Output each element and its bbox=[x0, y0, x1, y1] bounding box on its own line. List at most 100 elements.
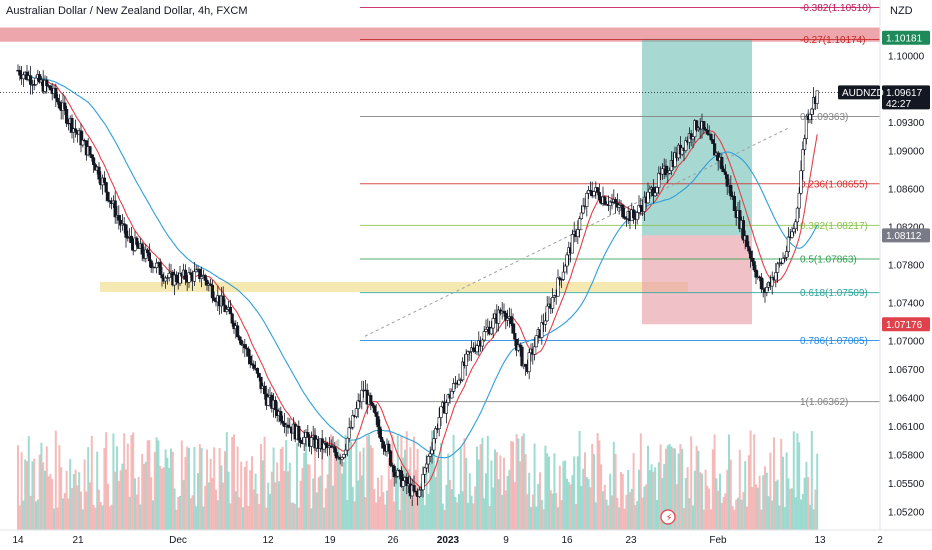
price-tick-label: 1.07400 bbox=[888, 299, 925, 310]
candle-body bbox=[432, 438, 436, 451]
volume-bar bbox=[119, 470, 122, 530]
candle-body bbox=[459, 379, 463, 381]
candle-body bbox=[205, 280, 209, 286]
volume-bar bbox=[251, 456, 253, 530]
volume-bar bbox=[636, 501, 639, 530]
candle-body bbox=[577, 218, 582, 230]
volume-bar bbox=[445, 484, 448, 530]
volume-bar bbox=[315, 492, 318, 530]
volume-bar bbox=[67, 498, 70, 530]
candle-body bbox=[608, 201, 612, 206]
candle-body bbox=[475, 345, 479, 353]
candle-body bbox=[37, 74, 42, 83]
volume-bar bbox=[80, 491, 82, 530]
volume-bar bbox=[479, 444, 482, 530]
candle-body bbox=[793, 221, 798, 230]
candle-body bbox=[752, 261, 756, 271]
volume-bar bbox=[515, 434, 518, 530]
candle-body bbox=[209, 283, 213, 286]
volume-bar bbox=[326, 474, 329, 530]
volume-bar bbox=[794, 497, 797, 530]
volume-bar bbox=[324, 488, 327, 530]
candle-body bbox=[79, 130, 83, 146]
price-tick-label: 1.05200 bbox=[888, 508, 925, 519]
volume-bar bbox=[321, 438, 324, 530]
time-tick-label: 14 bbox=[12, 535, 24, 546]
volume-bar bbox=[566, 478, 568, 530]
volume-bar bbox=[522, 433, 525, 530]
volume-bar bbox=[202, 506, 205, 530]
candle-body bbox=[648, 188, 652, 193]
volume-bar bbox=[341, 473, 343, 530]
candle-body bbox=[119, 219, 123, 226]
volume-bar bbox=[645, 484, 648, 530]
volume-bar bbox=[692, 505, 694, 530]
candle-body bbox=[228, 306, 233, 315]
volume-bar bbox=[600, 464, 603, 530]
price-tick-label: 1.05500 bbox=[888, 479, 925, 490]
volume-bar bbox=[281, 446, 284, 530]
candle-body bbox=[511, 323, 515, 334]
volume-bar bbox=[560, 500, 563, 530]
candle-body bbox=[286, 424, 290, 428]
candle-body bbox=[540, 322, 544, 338]
candle-body bbox=[108, 200, 112, 202]
volume-bar bbox=[198, 444, 201, 530]
volume-bar bbox=[719, 473, 721, 530]
candle-body bbox=[808, 114, 812, 121]
volume-bar bbox=[404, 449, 406, 530]
volume-bar bbox=[256, 493, 259, 530]
volume-bar bbox=[213, 447, 216, 530]
volume-bar bbox=[476, 446, 478, 530]
volume-bar bbox=[225, 432, 228, 530]
price-tick-label: 1.08200 bbox=[888, 223, 925, 234]
candle-body bbox=[122, 223, 126, 226]
volume-bar bbox=[29, 495, 32, 530]
volume-bar bbox=[337, 439, 340, 530]
volume-bar bbox=[101, 505, 104, 530]
volume-bar bbox=[807, 477, 810, 530]
volume-bar bbox=[373, 489, 376, 530]
price-tick-label: 1.09300 bbox=[888, 118, 925, 129]
candle-body bbox=[558, 277, 562, 280]
candle-body bbox=[723, 171, 727, 175]
volume-bar bbox=[353, 501, 356, 530]
volume-bar bbox=[33, 458, 36, 530]
stop-price-badge bbox=[882, 317, 930, 332]
candle-body bbox=[759, 277, 763, 290]
volume-bar bbox=[45, 446, 48, 530]
volume-bar bbox=[650, 464, 653, 530]
volume-bar bbox=[573, 456, 576, 530]
volume-bar bbox=[746, 506, 748, 530]
candle-body bbox=[576, 229, 580, 237]
candle-body bbox=[334, 452, 339, 459]
volume-bar bbox=[207, 482, 210, 530]
volume-bar bbox=[238, 497, 241, 530]
candle-body bbox=[124, 224, 128, 238]
volume-bar bbox=[697, 450, 700, 530]
event-marker-icon[interactable] bbox=[660, 509, 676, 525]
volume-bar bbox=[229, 503, 232, 530]
candle-body bbox=[720, 157, 724, 170]
candle-body bbox=[221, 295, 225, 306]
loss-zone[interactable] bbox=[642, 235, 752, 325]
volume-bar bbox=[135, 494, 138, 530]
candle-body bbox=[18, 70, 22, 76]
volume-bar bbox=[128, 496, 131, 530]
volume-bar bbox=[378, 496, 381, 530]
volume-bar bbox=[382, 492, 385, 530]
volume-bar bbox=[258, 503, 261, 530]
candle-body bbox=[97, 166, 101, 180]
entry-price-badge bbox=[882, 228, 930, 243]
volume-bar bbox=[544, 445, 547, 530]
volume-bar bbox=[69, 459, 72, 530]
candle-body bbox=[378, 426, 382, 438]
volume-bar bbox=[306, 464, 309, 530]
candle-body bbox=[280, 420, 285, 424]
resistance-zone bbox=[0, 27, 880, 42]
candle-body bbox=[781, 258, 785, 264]
volume-bar bbox=[420, 483, 423, 530]
volume-bar bbox=[130, 435, 133, 530]
